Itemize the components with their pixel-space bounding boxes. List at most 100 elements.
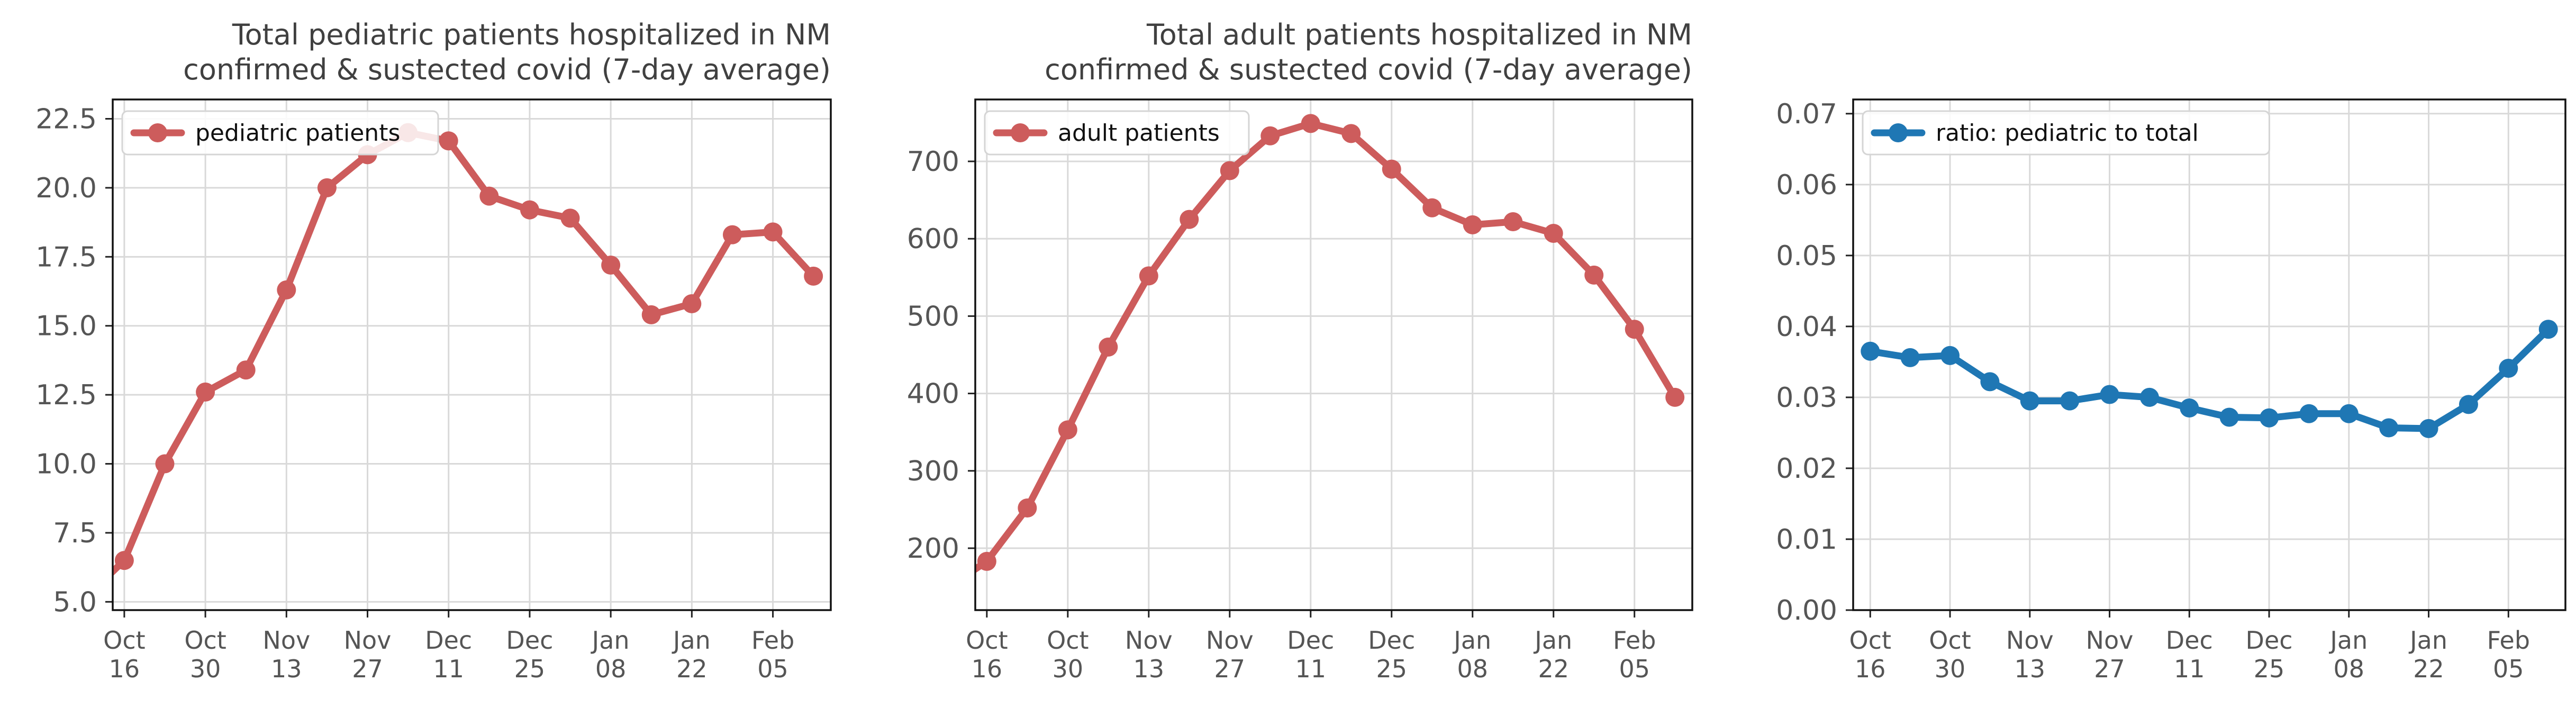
- legend-marker: [1011, 123, 1030, 142]
- data-point: [722, 225, 742, 244]
- x-tick-label: Oct 30: [1047, 626, 1089, 683]
- chart-title-line-1: Total pediatric patients hospitalized in…: [232, 18, 831, 51]
- y-tick-label: 200: [907, 533, 959, 565]
- y-tick-label: 22.5: [35, 104, 97, 135]
- legend: adult patients: [984, 110, 1250, 156]
- y-tick-label: 20.0: [35, 173, 97, 204]
- legend-label: ratio: pediatric to total: [1936, 120, 2199, 147]
- x-tick-month: Dec: [506, 626, 553, 655]
- data-point: [2499, 358, 2518, 378]
- legend-box: [984, 110, 1250, 156]
- data-point: [2100, 385, 2119, 404]
- x-tick-label: Dec 11: [2166, 626, 2213, 683]
- x-tick-day: 11: [1295, 655, 1327, 683]
- x-tick-month: Dec: [1287, 626, 1334, 655]
- series-line: [975, 120, 1679, 574]
- chart-title-line-2: confirmed & sustected covid (7-day avera…: [183, 53, 831, 86]
- y-tick-label: 700: [907, 146, 959, 178]
- x-tick-label: Nov 13: [262, 626, 310, 683]
- series-1: [1861, 320, 2558, 438]
- data-point: [1341, 124, 1361, 143]
- legend-label: adult patients: [1058, 120, 1220, 147]
- legend-marker: [1889, 123, 1908, 142]
- x-tick-label: Dec 11: [1287, 626, 1334, 683]
- data-point: [1301, 114, 1320, 133]
- x-tick-month: Feb: [2487, 626, 2530, 655]
- x-tick-day: 13: [271, 655, 302, 683]
- legend-box: [121, 110, 439, 156]
- data-point: [439, 131, 458, 151]
- data-point: [1180, 210, 1199, 229]
- x-tick-month: Dec: [425, 626, 472, 655]
- x-tick-day: 05: [2493, 655, 2524, 683]
- x-tick-month: Oct: [1849, 626, 1892, 655]
- x-tick-label: Jan 22: [672, 626, 711, 683]
- x-tick-label: Jan 22: [2408, 626, 2447, 683]
- data-point: [601, 255, 621, 275]
- x-tick-day: 25: [514, 655, 546, 683]
- data-point: [1220, 161, 1239, 180]
- x-tick-day: 08: [595, 655, 627, 683]
- data-point: [2180, 398, 2199, 418]
- x-tick-month: Oct: [1929, 626, 1971, 655]
- data-point: [1422, 198, 1442, 217]
- data-point: [1139, 266, 1158, 286]
- data-point: [114, 551, 134, 570]
- data-point: [1980, 372, 2000, 392]
- x-tick-day: 16: [1855, 655, 1886, 683]
- y-tick-label: 0.00: [1776, 595, 1837, 627]
- y-tick-label: 300: [907, 456, 959, 487]
- legend-marker: [148, 123, 167, 142]
- series-1: [975, 114, 1685, 574]
- x-tick-month: Dec: [1368, 626, 1415, 655]
- x-tick-label: Oct 30: [184, 626, 226, 683]
- y-tick-label: 17.5: [35, 241, 97, 273]
- data-point: [2339, 404, 2359, 423]
- data-point: [560, 208, 580, 228]
- legend: ratio: pediatric to total: [1862, 110, 2270, 156]
- data-point: [804, 266, 823, 286]
- x-tick-label: Nov 27: [2086, 626, 2134, 683]
- data-point: [2020, 391, 2039, 411]
- data-point: [1861, 341, 1880, 361]
- x-tick-day: 08: [2334, 655, 2365, 683]
- data-point: [1463, 215, 1482, 234]
- x-tick-day: 22: [676, 655, 708, 683]
- y-tick-label: 0.02: [1776, 453, 1837, 485]
- y-tick-label: 600: [907, 223, 959, 255]
- x-tick-month: Dec: [2246, 626, 2293, 655]
- x-tick-day: 22: [1538, 655, 1569, 683]
- x-tick-month: Oct: [1047, 626, 1089, 655]
- y-tick-label: 500: [907, 301, 959, 332]
- data-point: [641, 305, 661, 324]
- data-point: [1260, 126, 1280, 146]
- data-point: [1503, 212, 1523, 232]
- data-point: [2459, 395, 2478, 414]
- x-tick-day: 27: [2094, 655, 2125, 683]
- data-point: [2260, 408, 2279, 428]
- data-point: [236, 360, 256, 380]
- chart-title-line-2: confirmed & sustected covid (7-day avera…: [1045, 53, 1692, 86]
- x-tick-label: Dec 25: [2246, 626, 2293, 683]
- data-point: [317, 178, 337, 197]
- y-tick-label: 5.0: [53, 586, 97, 618]
- data-point: [1058, 420, 1077, 440]
- plot-frame: [112, 98, 832, 611]
- x-tick-month: Jan: [2328, 626, 2368, 655]
- chart-title-line-1: Total adult patients hospitalized in NM: [1146, 18, 1692, 51]
- x-tick-day: 27: [352, 655, 383, 683]
- x-tick-month: Jan: [2408, 626, 2447, 655]
- grid: [975, 99, 1692, 610]
- data-point: [2379, 418, 2399, 438]
- x-tick-label: Jan 08: [1452, 626, 1491, 683]
- data-point: [196, 382, 215, 402]
- data-point: [2139, 387, 2159, 407]
- data-point: [763, 222, 783, 242]
- x-tick-label: Nov 13: [1125, 626, 1173, 683]
- x-tick-label: Oct 16: [966, 626, 1008, 683]
- data-point: [520, 200, 539, 220]
- data-point: [1099, 337, 1118, 357]
- data-point: [1584, 265, 1604, 285]
